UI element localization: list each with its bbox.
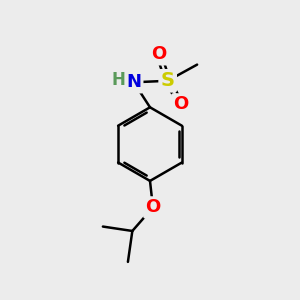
Text: O: O (145, 198, 160, 216)
Text: S: S (161, 71, 175, 90)
Text: O: O (151, 45, 166, 63)
Text: O: O (173, 95, 188, 113)
Text: H: H (112, 71, 125, 89)
Text: N: N (126, 73, 141, 91)
